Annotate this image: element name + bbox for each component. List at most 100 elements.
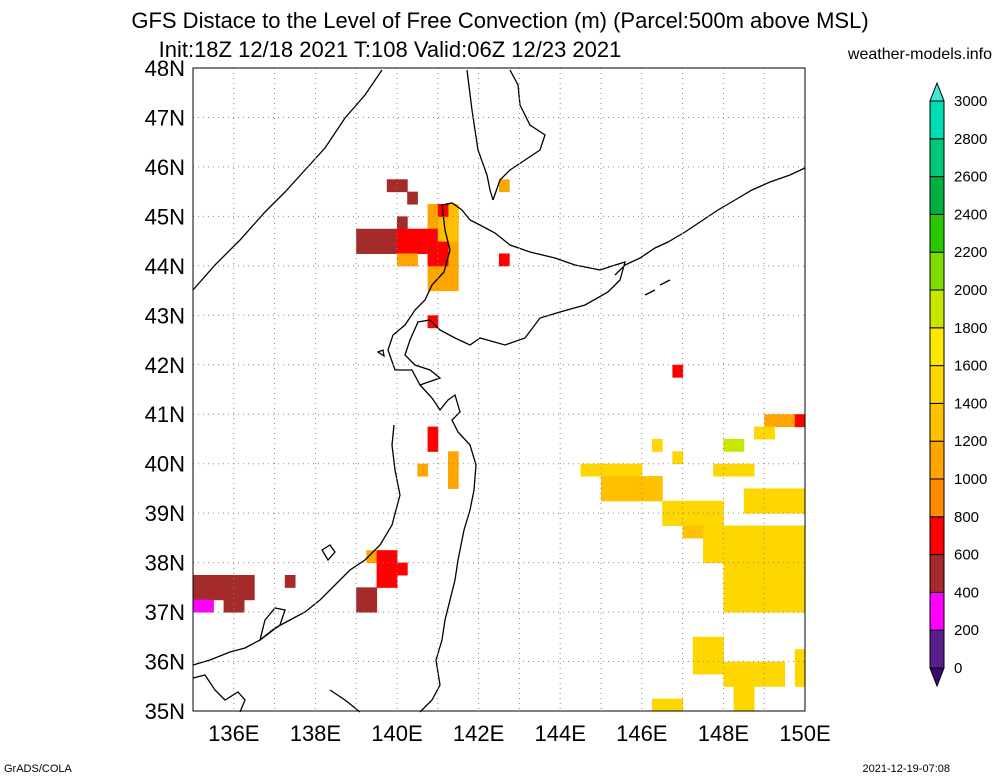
colorbar-tick-label: 0 xyxy=(954,660,962,677)
colorbar-tick-label: 2800 xyxy=(954,131,987,148)
colorbar-bin xyxy=(929,289,945,329)
lat-label: 45N xyxy=(145,204,185,229)
field-cell xyxy=(652,438,663,452)
colorbar-bin xyxy=(929,478,945,518)
source-label: weather-models.info xyxy=(847,46,992,63)
colorbar-tick-label: 2400 xyxy=(954,206,987,223)
kuril-coast xyxy=(614,167,806,276)
lat-label: 36N xyxy=(145,650,185,675)
sakhalin-coast xyxy=(466,69,546,201)
field-cell xyxy=(733,686,755,712)
lat-label: 37N xyxy=(145,600,185,625)
field-cell xyxy=(692,636,724,675)
field-cell xyxy=(601,476,663,502)
field-cell xyxy=(407,191,418,205)
colorbar-bin xyxy=(929,327,945,367)
colorbar-tick-label: 200 xyxy=(954,622,979,639)
colorbar-bin xyxy=(929,629,945,669)
field-cell xyxy=(193,599,214,613)
lat-label: 43N xyxy=(145,303,185,328)
lat-label: 39N xyxy=(145,501,185,526)
colorbar-tick-label: 600 xyxy=(954,547,979,564)
longitude-labels: 136E 138E 140E 142E 144E 146E 148E 150E xyxy=(208,721,831,746)
field-cell xyxy=(794,414,806,428)
noto-peninsula xyxy=(258,607,286,642)
field-cell xyxy=(397,562,408,576)
chart-title: GFS Distace to the Level of Free Convect… xyxy=(131,8,869,33)
field-cell xyxy=(723,661,786,687)
field-cell xyxy=(713,463,755,477)
field-cell xyxy=(682,525,704,539)
lat-label: 40N xyxy=(145,452,185,477)
field-cell xyxy=(397,216,408,230)
field-cell xyxy=(672,364,684,378)
chart-subtitle: Init:18Z 12/18 2021 T:108 Valid:06Z 12/2… xyxy=(158,37,622,62)
field-cell xyxy=(356,587,378,613)
lat-label: 38N xyxy=(145,551,185,576)
lon-label: 146E xyxy=(616,721,667,746)
latitude-labels: 35N 36N 37N 38N 39N 40N 41N 42N 43N 44N 45N 46N 47N 4… xyxy=(145,56,185,724)
colorbar-bin xyxy=(929,554,945,593)
lon-label: 140E xyxy=(371,721,422,746)
map-frame xyxy=(192,67,806,712)
lon-label: 142E xyxy=(453,721,504,746)
field-cell xyxy=(193,574,255,601)
colorbar-bin xyxy=(929,591,945,631)
coastlines xyxy=(192,69,806,713)
colorbar-bin xyxy=(929,516,945,556)
small-island xyxy=(376,349,385,358)
colorbar-bin xyxy=(929,251,945,291)
field-cell xyxy=(499,179,510,193)
colorbar-tick-label: 2000 xyxy=(954,282,987,299)
field-cell xyxy=(397,228,429,254)
lon-label: 136E xyxy=(208,721,259,746)
colorbar-tick-label: 3000 xyxy=(954,93,987,110)
colorbar-tick-label: 1000 xyxy=(954,471,987,488)
field-cell xyxy=(397,253,418,267)
field-cell xyxy=(723,438,745,452)
lat-label: 42N xyxy=(145,353,185,378)
lat-label: 46N xyxy=(145,155,185,180)
colorbar-bin xyxy=(929,402,945,442)
field-cell xyxy=(703,525,806,564)
sado-island xyxy=(321,544,336,562)
colorbar-bin xyxy=(929,176,945,215)
field-cell xyxy=(223,599,245,613)
field-cell xyxy=(499,253,510,267)
colorbar-tick-label: 2600 xyxy=(954,169,987,186)
southern-coast xyxy=(192,674,361,713)
colorbar: 0 200 400 600 800 1000 1200 1400 1600 1800 2000 220… xyxy=(929,81,987,688)
colorbar-tick-label: 1600 xyxy=(954,358,987,375)
field-cell xyxy=(356,228,398,254)
mainland-coast xyxy=(192,69,383,291)
lat-label: 47N xyxy=(145,105,185,130)
hokkaido-coast xyxy=(387,202,626,386)
lat-label: 35N xyxy=(145,699,185,724)
field-cell xyxy=(376,550,398,588)
field-cell xyxy=(417,463,429,477)
field-cell xyxy=(723,562,806,613)
lon-label: 138E xyxy=(290,721,341,746)
field-cell xyxy=(672,451,684,465)
colorbar-tick-label: 400 xyxy=(954,584,979,601)
colorbar-bin xyxy=(929,100,945,140)
colorbar-bin xyxy=(929,138,945,178)
field-cell xyxy=(448,451,459,489)
colorbar-bin xyxy=(929,365,945,404)
lat-label: 41N xyxy=(145,402,185,427)
colorbar-tick-label: 1200 xyxy=(954,433,987,450)
footer-right: 2021-12-19-07:08 xyxy=(862,763,950,775)
colorbar-under xyxy=(929,667,945,688)
field-cell xyxy=(427,315,439,329)
lfc-field xyxy=(193,179,806,712)
lat-label: 44N xyxy=(145,254,185,279)
colorbar-tick-label: 1400 xyxy=(954,395,987,412)
field-cell xyxy=(386,179,408,193)
lon-label: 148E xyxy=(698,721,749,746)
field-cell xyxy=(427,426,439,452)
lon-label: 150E xyxy=(779,721,830,746)
colorbar-bin xyxy=(929,440,945,480)
field-cell xyxy=(284,574,296,588)
lat-label: 48N xyxy=(145,56,185,81)
